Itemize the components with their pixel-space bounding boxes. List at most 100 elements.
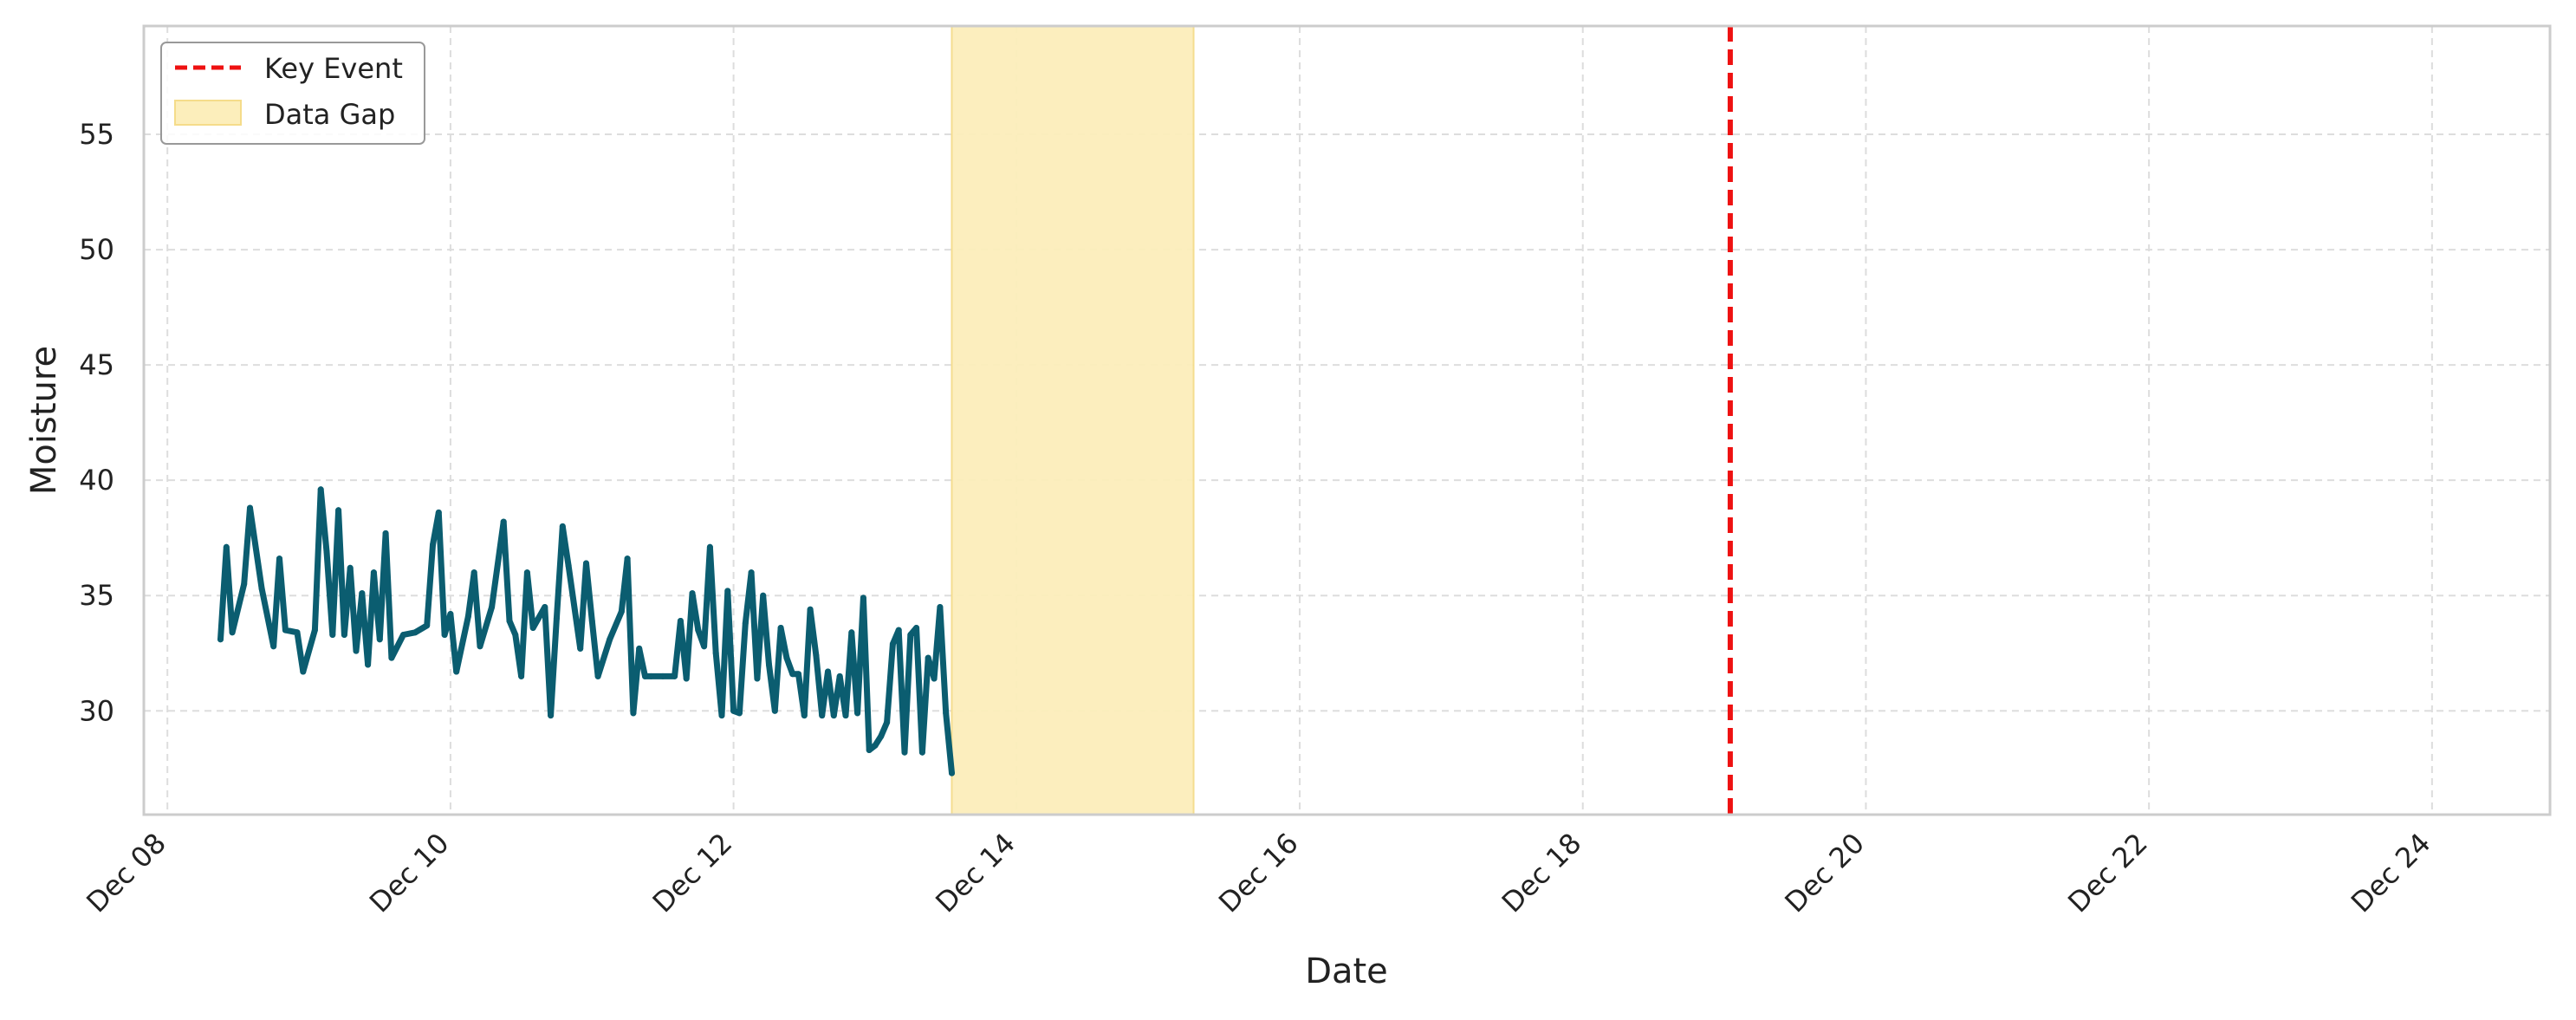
legend-data-gap-label: Data Gap bbox=[264, 98, 395, 131]
data-point bbox=[241, 581, 248, 588]
data-point bbox=[907, 632, 914, 638]
data-point bbox=[542, 604, 548, 610]
data-point bbox=[311, 627, 318, 633]
data-point bbox=[712, 650, 719, 657]
data-point bbox=[901, 749, 908, 756]
legend: Key Event Data Gap bbox=[160, 42, 425, 145]
y-tick-label: 35 bbox=[79, 579, 114, 612]
data-point bbox=[435, 509, 442, 516]
data-point bbox=[347, 564, 354, 571]
data-point bbox=[282, 627, 289, 633]
data-point bbox=[323, 549, 330, 555]
data-point bbox=[335, 507, 342, 514]
y-tick-label: 40 bbox=[79, 464, 114, 497]
data-point bbox=[730, 707, 737, 714]
data-point bbox=[588, 618, 595, 624]
data-point bbox=[884, 719, 891, 726]
data-point bbox=[447, 611, 454, 617]
data-point bbox=[931, 675, 938, 682]
data-point bbox=[836, 672, 843, 679]
series-line bbox=[217, 486, 955, 776]
data-point bbox=[677, 618, 684, 624]
data-point bbox=[489, 604, 496, 610]
data-point bbox=[777, 625, 784, 631]
data-point bbox=[766, 661, 772, 668]
data-point bbox=[607, 636, 613, 643]
data-gap-band bbox=[951, 25, 1195, 815]
y-tick-label: 30 bbox=[79, 694, 114, 727]
data-point bbox=[365, 661, 372, 668]
data-point bbox=[842, 712, 849, 719]
data-point bbox=[672, 672, 678, 679]
data-point bbox=[760, 592, 767, 599]
data-point bbox=[359, 590, 366, 597]
data-point bbox=[636, 645, 643, 652]
y-axis-title: Moisture bbox=[24, 346, 64, 495]
data-point bbox=[659, 672, 666, 679]
data-point bbox=[807, 606, 814, 613]
data-point bbox=[506, 618, 513, 624]
data-point bbox=[754, 675, 761, 682]
data-point bbox=[441, 632, 448, 638]
y-tick-label: 55 bbox=[79, 118, 114, 151]
data-point bbox=[258, 585, 265, 592]
x-axis-title: Date bbox=[1305, 952, 1388, 991]
data-point bbox=[783, 654, 790, 661]
data-point bbox=[848, 629, 855, 636]
data-point bbox=[370, 569, 377, 576]
data-point bbox=[647, 672, 654, 679]
plot-frame bbox=[142, 24, 2552, 816]
data-point bbox=[294, 629, 301, 636]
data-point bbox=[801, 712, 808, 719]
data-point bbox=[736, 710, 743, 717]
data-point bbox=[872, 742, 879, 749]
data-point bbox=[382, 529, 389, 536]
data-point bbox=[895, 627, 902, 633]
data-point bbox=[376, 636, 383, 643]
data-point bbox=[889, 640, 896, 647]
data-point bbox=[518, 672, 525, 679]
data-point bbox=[500, 518, 507, 525]
legend-data-gap-swatch bbox=[174, 100, 242, 126]
data-point bbox=[642, 672, 648, 679]
data-point bbox=[300, 668, 307, 675]
y-tick-label: 50 bbox=[79, 233, 114, 266]
data-point bbox=[329, 632, 336, 638]
data-point bbox=[866, 747, 873, 753]
data-point bbox=[464, 613, 471, 620]
data-point bbox=[830, 712, 837, 719]
data-point bbox=[548, 712, 555, 719]
data-point bbox=[276, 555, 282, 562]
data-point bbox=[748, 569, 755, 576]
data-point bbox=[949, 770, 955, 776]
data-point bbox=[618, 608, 625, 615]
data-point bbox=[223, 543, 230, 550]
data-point bbox=[718, 712, 725, 719]
data-point bbox=[925, 654, 931, 661]
data-point bbox=[477, 643, 483, 650]
data-point bbox=[353, 647, 360, 654]
data-point bbox=[724, 588, 731, 594]
data-point bbox=[878, 733, 885, 739]
data-point bbox=[860, 594, 866, 601]
data-point bbox=[229, 629, 236, 636]
data-point bbox=[529, 625, 536, 631]
data-point bbox=[706, 543, 713, 550]
data-point bbox=[913, 625, 920, 631]
data-point bbox=[795, 671, 801, 678]
data-point bbox=[943, 710, 950, 717]
data-point bbox=[695, 627, 702, 633]
data-point bbox=[937, 604, 944, 610]
data-point bbox=[577, 645, 584, 652]
data-point bbox=[630, 710, 637, 717]
data-point bbox=[388, 654, 395, 661]
data-point bbox=[424, 622, 431, 629]
data-point bbox=[553, 615, 560, 622]
data-point bbox=[341, 632, 347, 638]
y-tick-label: 45 bbox=[79, 348, 114, 381]
data-point bbox=[683, 675, 690, 682]
data-point bbox=[217, 636, 224, 643]
data-point bbox=[270, 643, 277, 650]
